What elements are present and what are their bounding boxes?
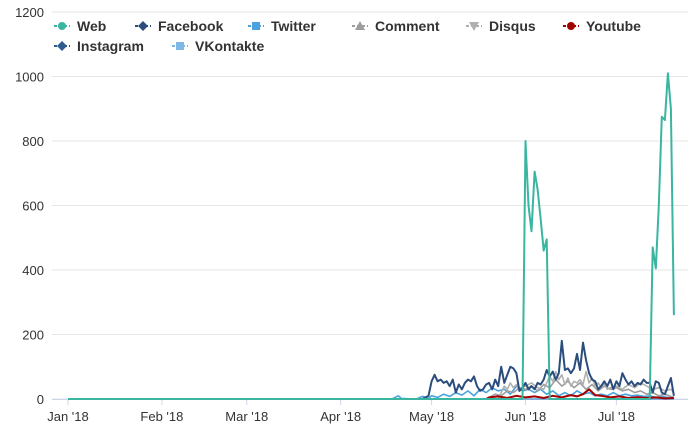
series-line-youtube [68, 388, 674, 400]
legend-item-vkontakte: VKontakte [172, 38, 264, 54]
y-tick-label: 600 [22, 199, 44, 214]
y-tick-label: 400 [22, 263, 44, 278]
x-tick-label: Apr '18 [320, 409, 361, 424]
legend-marker-icon [252, 22, 260, 30]
legend-item-instagram: Instagram [54, 38, 144, 54]
legend-label: Disqus [489, 18, 536, 34]
y-tick-label: 1200 [15, 5, 44, 20]
legend-label: Instagram [77, 38, 144, 54]
legend-label: Youtube [586, 18, 641, 34]
legend-label: Web [77, 18, 106, 34]
series-line-facebook [68, 339, 675, 400]
legend-item-facebook: Facebook [135, 18, 224, 34]
legend-item-youtube: Youtube [563, 18, 641, 34]
series-line-web [68, 72, 675, 400]
x-tick-label: May '18 [409, 409, 454, 424]
y-tick-label: 800 [22, 134, 44, 149]
y-tick-label: 200 [22, 328, 44, 343]
series-line-comment [68, 378, 675, 400]
x-tick-label: Jun '18 [505, 409, 547, 424]
legend-marker-icon [567, 22, 575, 30]
series-group [68, 72, 675, 400]
y-tick-label: 1000 [15, 70, 44, 85]
legend-marker-icon [58, 22, 66, 30]
x-tick-label: Mar '18 [225, 409, 268, 424]
legend-label: Facebook [158, 18, 224, 34]
legend-item-comment: Comment [352, 18, 440, 34]
grid [52, 11, 688, 400]
x-tick-label: Jan '18 [47, 409, 89, 424]
legend-item-web: Web [54, 18, 106, 34]
legend-marker-icon [176, 42, 184, 50]
x-tick-label: Jul '18 [598, 409, 635, 424]
legend-marker-icon [57, 41, 67, 51]
legend-marker-icon [138, 21, 148, 31]
legend-item-disqus: Disqus [466, 18, 536, 34]
x-tick-label: Feb '18 [140, 409, 183, 424]
legend-marker-icon [355, 21, 365, 30]
series-line-twitter [68, 385, 674, 400]
legend-marker-icon [469, 22, 479, 31]
series-line-disqus [68, 370, 675, 400]
legend: Web Facebook Twitter Comment Disqus Youtube In… [54, 18, 641, 54]
legend-label: VKontakte [195, 38, 264, 54]
legend-item-twitter: Twitter [248, 18, 316, 34]
legend-label: Twitter [271, 18, 316, 34]
y-tick-label: 0 [37, 392, 44, 407]
legend-label: Comment [375, 18, 440, 34]
